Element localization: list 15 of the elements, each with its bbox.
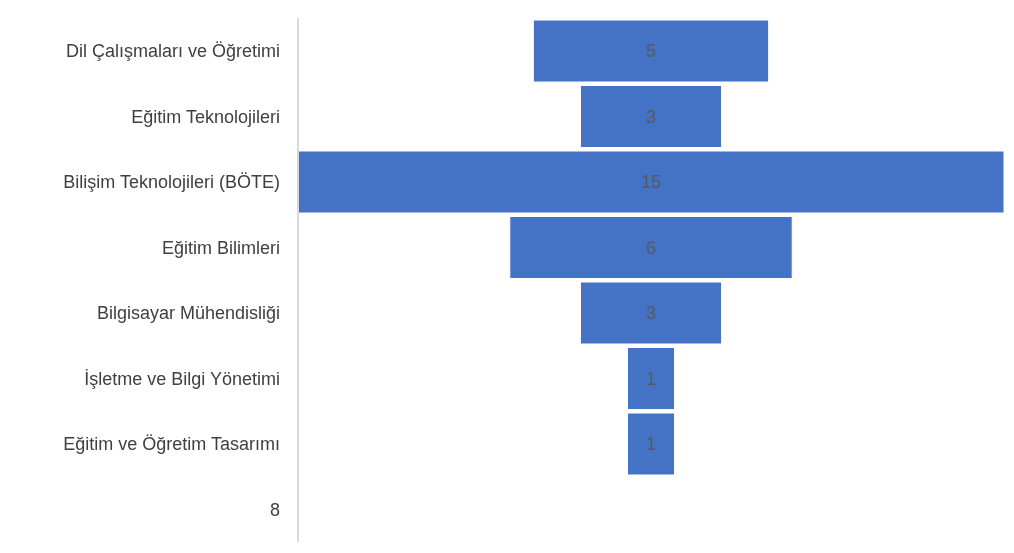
category-label: Eğitim ve Öğretim Tasarımı bbox=[63, 434, 280, 455]
category-label: 8 bbox=[269, 499, 280, 520]
category-label: Eğitim Teknolojileri bbox=[131, 106, 280, 127]
category-label: Bilişim Teknolojileri (BÖTE) bbox=[63, 172, 280, 193]
category-label: Bilgisayar Mühendisliği bbox=[96, 303, 280, 324]
category-label: Eğitim Bilimleri bbox=[161, 237, 280, 258]
category-label: İşletme ve Bilgi Yönetimi bbox=[84, 368, 280, 389]
data-label: 15 bbox=[640, 172, 662, 192]
data-label: 1 bbox=[645, 368, 657, 389]
category-label: Dil Çalışmaları ve Öğretimi bbox=[65, 41, 280, 62]
data-label: 3 bbox=[645, 303, 657, 323]
data-label: 3 bbox=[645, 106, 657, 127]
data-label: 1 bbox=[645, 434, 657, 454]
data-label: 6 bbox=[645, 237, 657, 258]
data-label: 5 bbox=[645, 41, 657, 61]
